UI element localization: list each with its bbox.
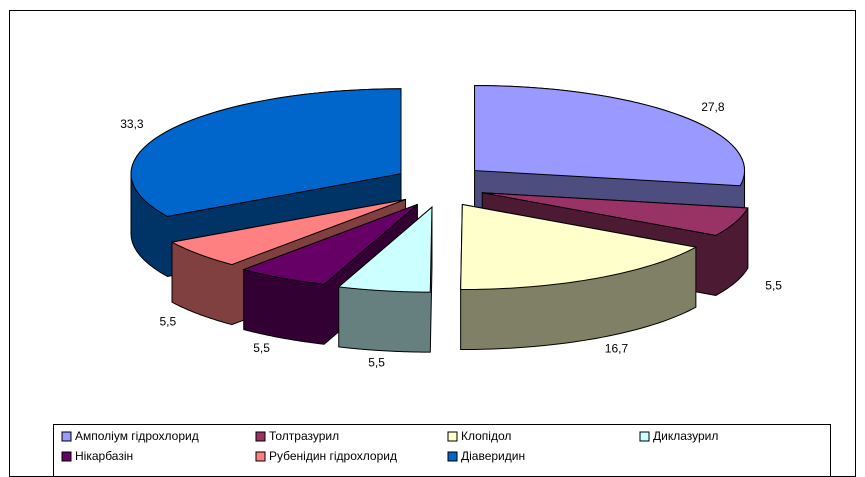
slice [482,192,749,236]
legend-label: Амполіум гідрохлорид [75,429,199,443]
legend-swatch [447,431,458,442]
data-label: 33,3 [120,117,144,131]
legend-swatch [255,451,266,462]
legend-label: Толтразурил [269,429,339,443]
data-label: 16,7 [605,342,629,356]
slice [170,198,406,266]
legend-swatch [61,431,72,442]
legend-label: Діаверидин [461,449,525,463]
legend-label: Рубенідин гідрохлорид [269,449,397,463]
legend-swatch [639,431,650,442]
legend-label: Нікарбазін [75,449,133,463]
slice [474,85,746,187]
slice [337,206,433,293]
legend-label: Клопідол [461,429,511,443]
legend-swatch [255,431,266,442]
data-label: 5,5 [159,315,176,329]
data-label: 5,5 [253,341,270,355]
data-label: 5,5 [368,355,385,369]
slice [130,88,402,217]
slice [242,203,418,285]
legend-label: Диклазурил [653,429,718,443]
legend-swatch [447,451,458,462]
data-label: 5,5 [765,279,782,293]
legend-box [53,424,831,477]
slice [460,203,698,291]
data-label: 27,8 [701,100,725,114]
legend-swatch [61,451,72,462]
